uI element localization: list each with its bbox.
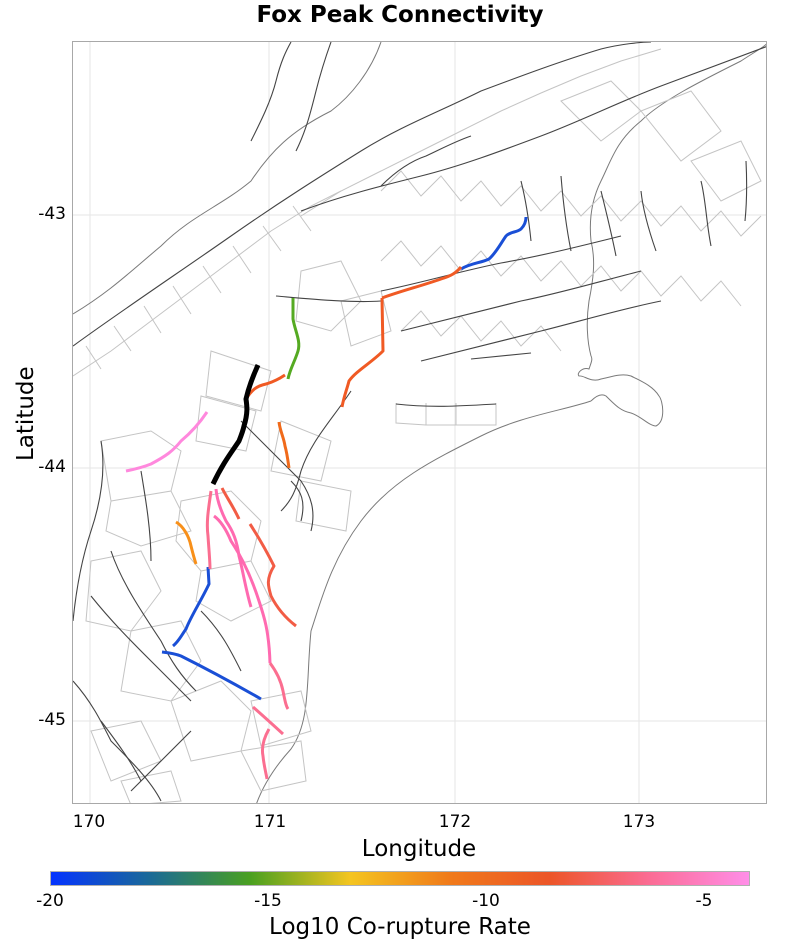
colorbar-tick-label: -5 (695, 891, 713, 911)
y-tick-label: -44 (38, 457, 66, 477)
y-tick-label: -45 (38, 710, 66, 730)
colorbar-label: Log10 Co-rupture Rate (269, 914, 531, 940)
map-plot-area (72, 41, 767, 804)
colorbar-tick-label: -15 (254, 891, 282, 911)
fault-map (73, 42, 766, 803)
fault-traces (73, 42, 766, 802)
chart-title: Fox Peak Connectivity (256, 2, 544, 28)
y-axis-label: Latitude (13, 366, 39, 461)
gridlines (73, 42, 766, 803)
colorbar (50, 871, 750, 886)
x-tick-label: 173 (622, 812, 656, 832)
x-tick-label: 172 (438, 812, 472, 832)
colored-fault-sections (125, 216, 528, 780)
x-axis-label: Longitude (361, 836, 477, 862)
colorbar-tick-label: -20 (36, 891, 64, 911)
fox-peak-fault-source (210, 363, 261, 486)
y-tick-label: -43 (38, 204, 66, 224)
fault-subsections (73, 48, 762, 803)
x-tick-label: 171 (253, 812, 287, 832)
coastline (73, 42, 766, 803)
colorbar-tick-label: -10 (472, 891, 500, 911)
x-tick-label: 170 (72, 812, 106, 832)
